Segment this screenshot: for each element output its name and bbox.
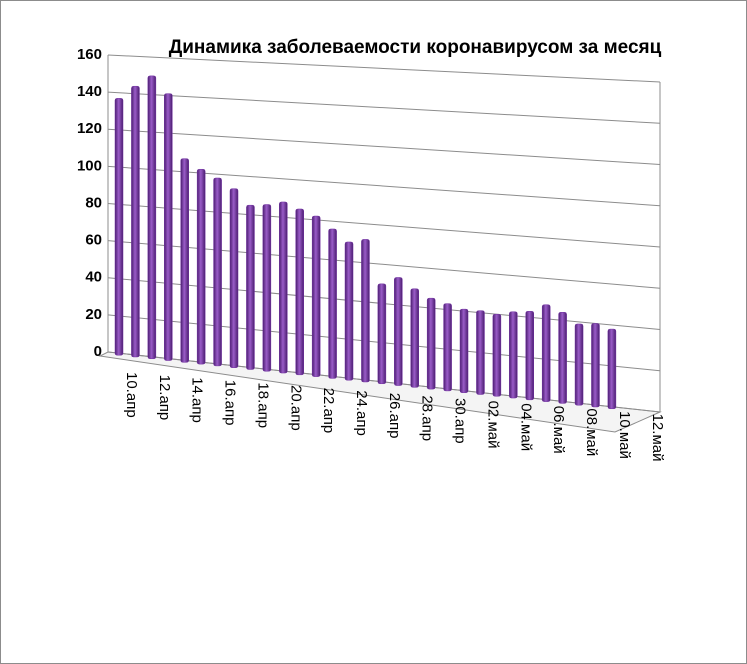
bar (344, 241, 354, 381)
y-tick-label: 40 (85, 269, 102, 286)
bar (147, 75, 157, 360)
x-tick-label: 22.апр (320, 388, 337, 434)
y-tick-label: 140 (77, 83, 102, 100)
x-tick-label: 28.апр (419, 395, 436, 441)
x-tick-label: 30.апр (452, 398, 469, 444)
x-tick-label: 12.апр (156, 375, 173, 421)
x-tick-label: 04.май (517, 403, 534, 451)
bar (311, 215, 321, 377)
bar (262, 204, 272, 372)
bar (229, 188, 239, 368)
x-tick-label: 10.май (616, 411, 633, 459)
bar (114, 98, 124, 356)
chart-title: Динамика заболеваемости коронавирусом за… (169, 37, 662, 58)
x-tick-label: 16.апр (222, 380, 239, 426)
bar (180, 158, 189, 363)
bar (328, 228, 337, 379)
x-tick-label: 18.апр (254, 382, 271, 428)
bar (246, 204, 255, 370)
bar (426, 297, 436, 390)
bar (279, 201, 288, 374)
x-tick-label: 02.май (484, 401, 501, 449)
bar (394, 277, 403, 386)
bar (213, 177, 222, 367)
x-tick-label: 14.апр (189, 377, 206, 423)
x-tick-label: 26.апр (386, 393, 403, 439)
x-tick-label: 06.май (550, 406, 567, 454)
bar (361, 239, 370, 383)
y-tick-label: 100 (77, 157, 102, 174)
bar (131, 85, 140, 358)
bar (377, 283, 387, 385)
bar (591, 323, 600, 408)
bar (525, 310, 534, 401)
y-tick-label: 60 (85, 232, 102, 249)
y-tick-label: 0 (94, 343, 102, 360)
bar (607, 328, 617, 410)
y-tick-label: 20 (85, 306, 102, 323)
grid-line (107, 91, 661, 124)
bar (164, 93, 173, 361)
bar (410, 288, 419, 388)
bar (295, 208, 304, 376)
bar (476, 310, 485, 395)
bar (492, 313, 502, 397)
x-tick-label: 24.апр (353, 390, 370, 436)
bar (574, 323, 584, 406)
bar (196, 168, 206, 365)
grid-line (107, 54, 661, 83)
x-tick-label: 20.апр (287, 385, 304, 431)
grid-line (107, 128, 661, 165)
bar (443, 303, 452, 392)
x-tick-label: 10.апр (123, 372, 140, 418)
x-tick-label: 12.май (649, 414, 666, 462)
bar (558, 312, 567, 404)
y-tick-label: 80 (85, 194, 102, 211)
bar (509, 311, 518, 399)
bar (459, 308, 469, 393)
x-tick-label: 08.май (583, 408, 600, 456)
bar (541, 304, 551, 402)
y-tick-label: 160 (77, 46, 102, 63)
y-tick-label: 120 (77, 120, 102, 137)
